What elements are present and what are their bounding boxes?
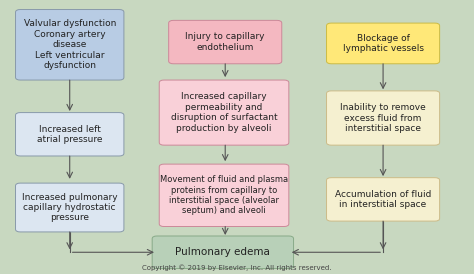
Text: Injury to capillary
endothelium: Injury to capillary endothelium	[185, 32, 265, 52]
FancyBboxPatch shape	[16, 183, 124, 232]
Text: Increased left
atrial pressure: Increased left atrial pressure	[37, 125, 102, 144]
Text: Pulmonary edema: Pulmonary edema	[175, 247, 270, 257]
FancyBboxPatch shape	[159, 164, 289, 227]
FancyBboxPatch shape	[16, 10, 124, 80]
FancyBboxPatch shape	[327, 178, 439, 221]
Text: Increased capillary
permeability and
disruption of surfactant
production by alve: Increased capillary permeability and dis…	[171, 93, 277, 133]
FancyBboxPatch shape	[16, 113, 124, 156]
Text: Blockage of
lymphatic vessels: Blockage of lymphatic vessels	[343, 34, 424, 53]
FancyBboxPatch shape	[169, 20, 282, 64]
Text: Copyright © 2019 by Elsevier, Inc. All rights reserved.: Copyright © 2019 by Elsevier, Inc. All r…	[142, 265, 332, 271]
FancyBboxPatch shape	[327, 23, 439, 64]
FancyBboxPatch shape	[327, 91, 439, 145]
Text: Movement of fluid and plasma
proteins from capillary to
interstitial space (alve: Movement of fluid and plasma proteins fr…	[160, 175, 288, 215]
FancyBboxPatch shape	[152, 236, 293, 269]
Text: Valvular dysfunction
Coronary artery
disease
Left ventricular
dysfunction: Valvular dysfunction Coronary artery dis…	[24, 19, 116, 70]
Text: Inability to remove
excess fluid from
interstitial space: Inability to remove excess fluid from in…	[340, 103, 426, 133]
Text: Increased pulmonary
capillary hydrostatic
pressure: Increased pulmonary capillary hydrostati…	[22, 193, 118, 222]
FancyBboxPatch shape	[159, 80, 289, 145]
Text: Accumulation of fluid
in interstitial space: Accumulation of fluid in interstitial sp…	[335, 190, 431, 209]
